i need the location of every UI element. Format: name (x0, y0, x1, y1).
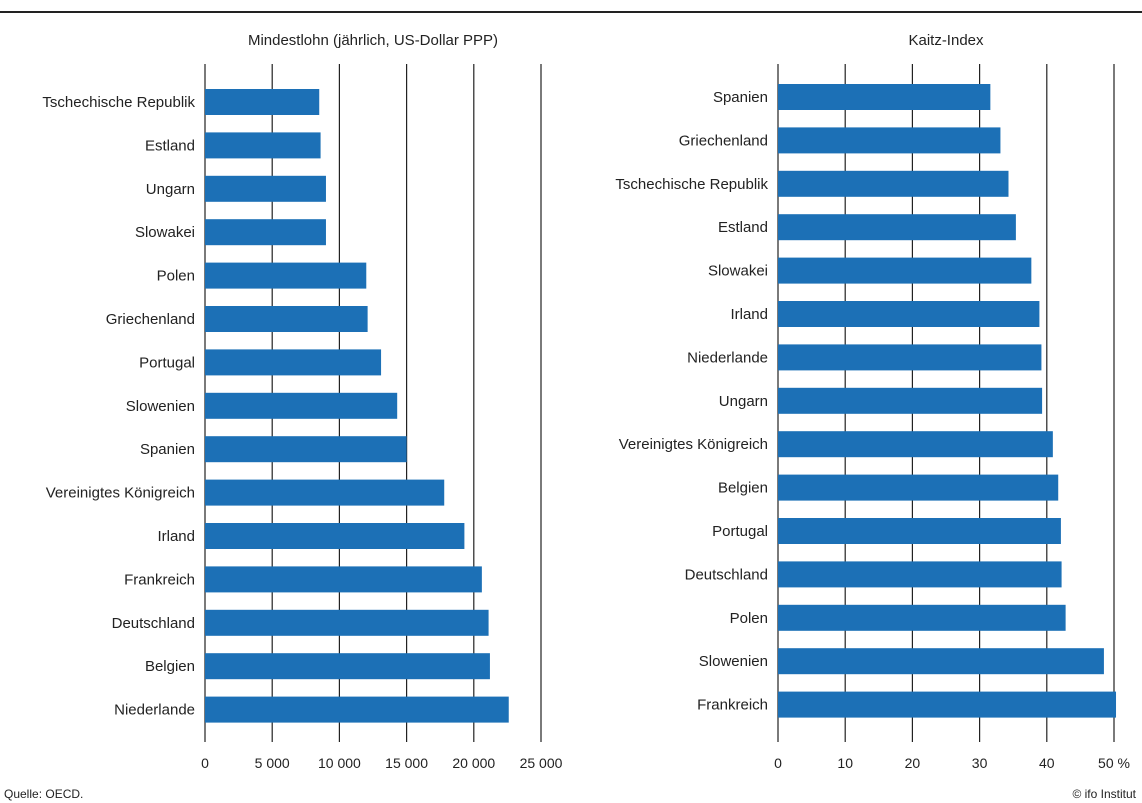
chart2-category-label: Slowakei (708, 263, 768, 280)
chart1-bar (205, 609, 489, 636)
chart1-category-label: Irland (157, 528, 195, 545)
chart1-bar (205, 653, 490, 680)
chart1-bar (205, 175, 326, 202)
chart1-bar (205, 219, 326, 246)
chart2-category-label: Slowenien (699, 653, 768, 670)
chart1-bar (205, 392, 398, 419)
chart1-bar (205, 696, 509, 723)
chart2-title: Kaitz-Index (908, 32, 984, 49)
bar-charts: Mindestlohn (jährlich, US-Dollar PPP) 0 5 … (42, 32, 1130, 771)
chart2-category-label: Vereinigtes Königreich (619, 436, 768, 453)
chart1-category-label: Estland (145, 137, 195, 154)
chart2-tick-label: 30 (972, 755, 988, 771)
chart1-bar (205, 306, 368, 332)
chart1-tick-label: 15 000 (385, 755, 428, 771)
chart1-category-label: Polen (157, 268, 195, 285)
chart1-category-label: Belgien (145, 658, 195, 675)
chart1-bar (205, 89, 320, 115)
chart2-category-label: Tschechische Republik (615, 176, 768, 193)
chart2-category-label: Spanien (713, 89, 768, 106)
chart2-bar (778, 648, 1104, 675)
chart2-bar (778, 257, 1032, 284)
chart1-category-label: Tschechische Republik (42, 94, 195, 111)
chart2-category-label: Portugal (712, 523, 768, 540)
chart2-bar (778, 561, 1062, 588)
chart1-category-label: Ungarn (146, 181, 195, 198)
chart2-tick-label: 40 (1039, 755, 1055, 771)
copyright-note: © ifo Institut (1072, 787, 1136, 801)
chart2-category-label: Frankreich (697, 697, 768, 714)
chart2-tick-label: 0 (774, 755, 782, 771)
chart2-category-label: Estland (718, 219, 768, 236)
chart1-bar (205, 523, 465, 549)
chart1-title: Mindestlohn (jährlich, US-Dollar PPP) (248, 32, 498, 49)
chart2-bar (778, 84, 991, 110)
chart1-category-label: Portugal (139, 354, 195, 371)
chart2-category-label: Griechenland (679, 132, 768, 149)
chart1-bar (205, 132, 321, 159)
chart1-category-label: Deutschland (112, 615, 195, 632)
chart1-category-label: Vereinigtes Königreich (46, 485, 195, 502)
chart1-tick-label: 20 000 (452, 755, 495, 771)
chart1-bar (205, 479, 445, 506)
chart1-tick-label: 5 000 (255, 755, 290, 771)
chart2-category-label: Belgien (718, 480, 768, 497)
chart1-tick-label: 10 000 (318, 755, 361, 771)
chart1-category-label: Slowenien (126, 398, 195, 415)
chart2-bar (778, 691, 1117, 718)
source-note: Quelle: OECD. (4, 787, 84, 801)
chart2-bar (778, 431, 1053, 458)
chart1-category-label: Frankreich (124, 571, 195, 588)
chart1-bar (205, 349, 382, 376)
top-rule (0, 11, 1142, 13)
chart1-category-label: Griechenland (106, 311, 195, 328)
chart2-category-label: Deutschland (685, 566, 768, 583)
chart2-tick-label: 20 (905, 755, 921, 771)
chart2-bar (778, 127, 1001, 154)
chart2-category-label: Ungarn (719, 393, 768, 410)
chart1-tick-label: 0 (201, 755, 209, 771)
chart2-bar (778, 301, 1040, 327)
chart2-bar (778, 214, 1016, 241)
chart1-category-label: Spanien (140, 441, 195, 458)
chart2-bar (778, 170, 1009, 197)
chart2-bar (778, 474, 1059, 501)
chart2-category-label: Polen (730, 610, 768, 627)
chart1-bar (205, 262, 367, 289)
chart2-bar (778, 387, 1043, 414)
chart1-category-label: Niederlande (114, 702, 195, 719)
chart1-bar (205, 566, 482, 593)
chart2-bar (778, 604, 1066, 631)
chart1-bar (205, 436, 407, 463)
chart1-category-label: Slowakei (135, 224, 195, 241)
chart1-tick-label: 25 000 (520, 755, 563, 771)
chart2-bar (778, 344, 1042, 371)
chart2-bar (778, 518, 1061, 544)
chart2-tick-label: 50 % (1098, 755, 1130, 771)
chart2-tick-label: 10 (837, 755, 853, 771)
chart2-category-label: Irland (730, 306, 768, 323)
chart2-category-label: Niederlande (687, 349, 768, 366)
